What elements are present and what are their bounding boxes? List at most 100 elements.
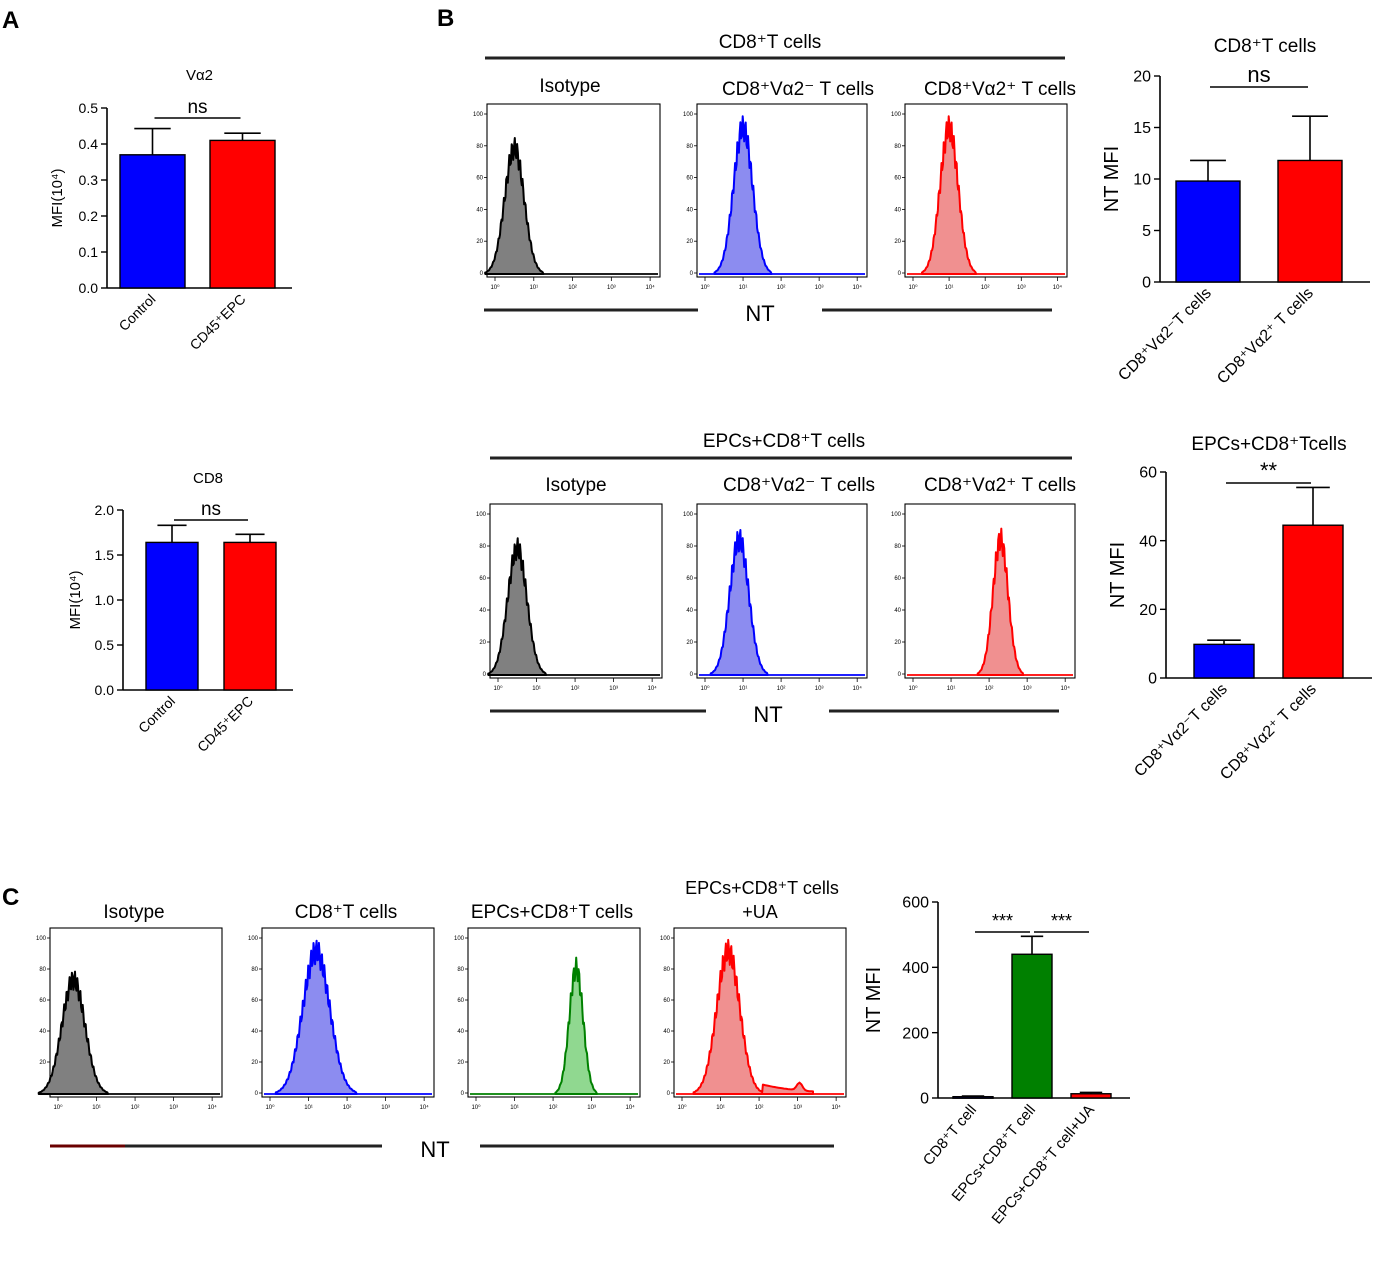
histogram-y-tick-label: 40 xyxy=(476,207,483,213)
histogram-x-tick-label: 10¹ xyxy=(532,686,541,692)
histogram-y-tick-label: 60 xyxy=(457,998,464,1004)
histogram-y-tick-label: 40 xyxy=(894,207,901,213)
B_top_bar-y-tick-label: 5 xyxy=(1142,223,1151,240)
histogram-y-tick-label: 80 xyxy=(894,544,901,550)
histogram-frame xyxy=(261,927,435,1098)
B_bottom_bar-y-label: NT MFI xyxy=(1107,542,1129,608)
histogram-y-tick-label: 20 xyxy=(894,640,901,646)
histogram-y-tick-label: 100 xyxy=(454,936,465,942)
histogram-x-tick-label: 10² xyxy=(568,285,577,291)
A_bottom-bar xyxy=(223,541,277,691)
histogram-x-tick-label: 10³ xyxy=(381,1105,390,1111)
b-bottom-header: EPCs+CD8⁺T cells xyxy=(703,431,865,452)
histogram-y-tick-label: 0 xyxy=(461,1091,465,1097)
C_bar-y-tick-label: 200 xyxy=(902,1025,929,1042)
histogram-curve xyxy=(487,537,548,676)
histogram-4: Isotype 0 20 40 60 80 100 10⁰ 10¹ 10² 10³ 10⁴ xyxy=(476,475,663,692)
A_top-y-tick-label: 0.5 xyxy=(79,100,99,116)
histogram-x-tick-label: 10⁴ xyxy=(420,1104,430,1111)
histogram-y-tick-label: 100 xyxy=(660,936,671,942)
histogram-curve xyxy=(713,115,773,275)
histogram-x-tick-label: 10³ xyxy=(1023,686,1032,692)
histogram-y-tick-label: 80 xyxy=(39,967,46,973)
histogram-y-tick-label: 0 xyxy=(480,271,484,277)
histogram-x-tick-label: 10⁴ xyxy=(1053,284,1063,291)
A_bottom-title: CD8 xyxy=(193,470,223,487)
histogram-y-tick-label: 100 xyxy=(891,112,902,118)
histogram-x-tick-label: 10⁰ xyxy=(265,1104,275,1111)
C_bar-significance-label: *** xyxy=(992,911,1013,931)
B_bottom_bar-bar xyxy=(1282,524,1344,679)
histogram-y-tick-label: 80 xyxy=(686,544,693,550)
histogram-title: Isotype xyxy=(103,902,164,923)
histogram-x-tick-label: 10² xyxy=(571,686,580,692)
histogram-y-tick-label: 40 xyxy=(894,608,901,614)
histogram-2: CD8⁺Vα2⁻ T cells 0 20 40 60 80 100 10⁰ 10¹ 10² 10³… xyxy=(683,79,874,291)
B_top_bar-y-tick-label: 15 xyxy=(1133,120,1151,137)
histogram-y-tick-label: 0 xyxy=(898,672,902,678)
histogram-y-tick-label: 100 xyxy=(36,936,47,942)
B_top_bar-y-tick-label: 20 xyxy=(1133,69,1151,86)
charts-layer: 0.0 0.1 0.2 0.3 0.4 0.5 MFI(10⁴) Vα2 Control CD45… xyxy=(36,36,1372,1228)
histogram-x-tick-label: 10⁰ xyxy=(493,685,503,692)
histogram-3: CD8⁺Vα2⁺ T cells 0 20 40 60 80 100 10⁰ 10¹ 10² 10³… xyxy=(891,79,1076,291)
histogram-y-tick-label: 100 xyxy=(473,112,484,118)
B_bottom_bar-title: EPCs+CD8⁺Tcells xyxy=(1191,434,1346,455)
A_bottom-category-label: Control xyxy=(135,693,178,736)
A_top-significance-label: ns xyxy=(187,97,207,118)
B_top_bar-category-label: CD8⁺Vα2⁺ T cells xyxy=(1214,285,1317,388)
histogram-y-tick-label: 60 xyxy=(476,176,483,182)
histogram-y-tick-label: 60 xyxy=(251,998,258,1004)
histogram-x-tick-label: 10⁰ xyxy=(471,1104,481,1111)
histogram-y-tick-label: 80 xyxy=(479,544,486,550)
histogram-y-tick-label: 20 xyxy=(686,239,693,245)
c-nt-label: NT xyxy=(420,1137,449,1162)
histogram-y-tick-label: 40 xyxy=(251,1029,258,1035)
A_top-y-tick-label: 0.0 xyxy=(79,280,99,296)
histogram-x-tick-label: 10¹ xyxy=(739,686,748,692)
B_bottom_bar-significance-label: ** xyxy=(1260,458,1278,483)
B_bottom_bar-category-label: CD8⁺Vα2⁻T cells xyxy=(1131,681,1230,780)
histogram-y-tick-label: 0 xyxy=(483,672,487,678)
histogram-y-tick-label: 20 xyxy=(894,239,901,245)
histogram-1: Isotype 0 20 40 60 80 100 10⁰ 10¹ 10² 10³ 10⁴ xyxy=(473,76,661,291)
histogram-y-tick-label: 60 xyxy=(686,176,693,182)
histogram-x-tick-label: 10² xyxy=(777,686,786,692)
histogram-y-tick-label: 0 xyxy=(667,1091,671,1097)
C_bar-significance-label: *** xyxy=(1051,911,1072,931)
C_bar-category-label: CD8⁺T cell xyxy=(920,1102,980,1169)
B_top_bar-category-label: CD8⁺Vα2⁻T cells xyxy=(1115,285,1214,384)
B_bottom_bar-y-tick-label: 40 xyxy=(1139,533,1157,550)
B_bottom_bar-bar xyxy=(1193,643,1255,679)
B_bottom_bar-chart: 0 20 40 60 NT MFI EPCs+CD8⁺Tcells CD8⁺Vα2⁻T ce… xyxy=(1107,434,1372,783)
histogram-x-tick-label: 10³ xyxy=(607,285,616,291)
A_top-category-label: CD45⁺EPC xyxy=(186,291,248,353)
C_bar-bar xyxy=(1070,1093,1112,1099)
histogram-6: CD8⁺Vα2⁺ T cells 0 20 40 60 80 100 10⁰ 10¹ 10² 10³… xyxy=(891,475,1076,692)
A_bottom-y-label: MFI(10⁴) xyxy=(67,571,84,630)
histogram-x-tick-label: 10¹ xyxy=(716,1105,725,1111)
B_top_bar-y-tick-label: 10 xyxy=(1133,172,1151,189)
B_top_bar-bar xyxy=(1175,180,1241,283)
histogram-x-tick-label: 10⁰ xyxy=(700,685,710,692)
C_bar-y-tick-label: 0 xyxy=(920,1091,929,1108)
histogram-y-tick-label: 60 xyxy=(894,176,901,182)
B_top_bar-bar xyxy=(1277,159,1343,283)
A_top-y-tick-label: 0.3 xyxy=(79,172,99,188)
histogram-x-tick-label: 10⁴ xyxy=(853,685,863,692)
histogram-y-tick-label: 100 xyxy=(476,512,487,518)
histogram-title: Isotype xyxy=(545,475,606,496)
histogram-y-tick-label: 20 xyxy=(686,640,693,646)
histogram-y-tick-label: 0 xyxy=(898,271,902,277)
histogram-x-tick-label: 10³ xyxy=(587,1105,596,1111)
histogram-title: CD8⁺Vα2⁻ T cells xyxy=(722,79,874,100)
histogram-x-tick-label: 10⁴ xyxy=(832,1104,842,1111)
panel-label-a: A xyxy=(2,7,19,34)
panel-label-c: C xyxy=(2,884,19,911)
C_bar-y-tick-label: 600 xyxy=(902,895,929,912)
histogram-x-tick-label: 10⁰ xyxy=(677,1104,687,1111)
histogram-y-tick-label: 80 xyxy=(457,967,464,973)
A_bottom-y-tick-label: 2.0 xyxy=(95,502,115,518)
